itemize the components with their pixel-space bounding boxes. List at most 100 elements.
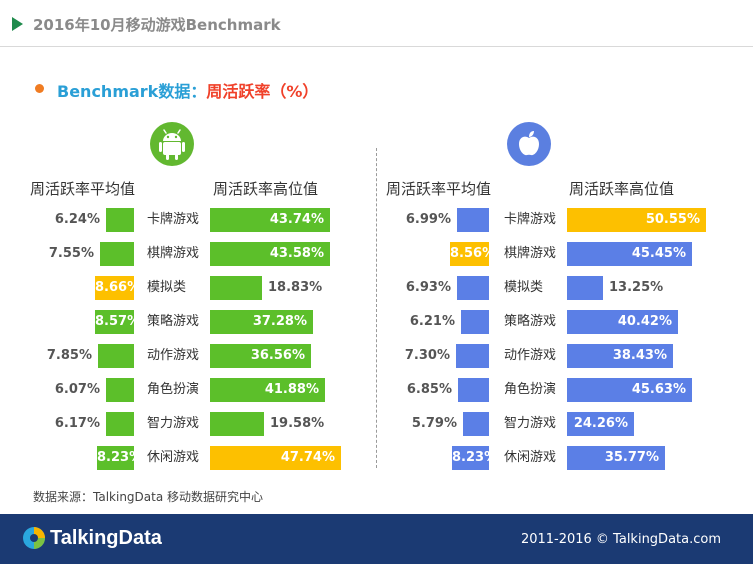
ios-avg-label: 6.99% [405, 212, 451, 227]
ios-avg-label: 5.79% [411, 416, 457, 431]
ios-high-label: 13.25% [609, 280, 664, 295]
android-high-label: 36.56% [250, 348, 305, 363]
android-category-label: 卡牌游戏 [147, 212, 200, 227]
platform-divider [376, 148, 377, 468]
android-avg-label: 8.57% [95, 314, 141, 329]
ios-avg-bar [450, 242, 489, 266]
ios-category-label: 动作游戏 [504, 348, 557, 363]
ios-high-label: 45.45% [631, 246, 686, 261]
ios-avg-bar [463, 412, 489, 436]
ios-category-label: 策略游戏 [504, 314, 557, 329]
android-category-label: 策略游戏 [147, 314, 200, 329]
ios-high-label: 35.77% [604, 450, 659, 465]
ios-category-label: 休闲游戏 [504, 450, 557, 465]
android-avg-label: 7.85% [46, 348, 92, 363]
apple-logo-icon [507, 122, 551, 166]
ios-high-label: 24.26% [573, 416, 628, 431]
android-high-bar [210, 344, 311, 368]
android-high-label: 18.83% [268, 280, 323, 295]
ios-avg-header: 周活跃率平均值 [386, 180, 492, 198]
ios-high-bar [567, 378, 692, 402]
android-avg-bar [106, 412, 134, 436]
ios-high-bar [567, 310, 678, 334]
ios-high-label: 38.43% [612, 348, 667, 363]
android-avg-bar [106, 378, 134, 402]
android-category-label: 智力游戏 [147, 416, 200, 431]
ios-avg-bar [457, 208, 489, 232]
ios-avg-bar [458, 378, 489, 402]
android-avg-label: 6.17% [54, 416, 100, 431]
android-high-label: 41.88% [264, 382, 319, 397]
android-high-bar [210, 412, 264, 436]
android-avg-bar [95, 310, 134, 334]
ios-category-label: 智力游戏 [504, 416, 557, 431]
android-category-label: 休闲游戏 [147, 450, 200, 465]
subtitle-part2: 周活跃率（%） [206, 82, 319, 101]
ios-avg-label: 8.23% [452, 450, 498, 465]
ios-high-bar [567, 208, 706, 232]
android-high-header: 周活跃率高位值 [213, 180, 319, 198]
ios-high-bar [567, 412, 634, 436]
android-category-label: 动作游戏 [147, 348, 200, 363]
android-high-bar [210, 310, 313, 334]
footer-brand: TalkingData [50, 527, 162, 549]
android-high-label: 37.28% [252, 314, 307, 329]
android-high-bar [210, 242, 330, 266]
footer: TalkingData 2011-2016 © TalkingData.com [0, 514, 753, 564]
bullet-dot-icon [35, 84, 44, 93]
ios-avg-label: 6.93% [405, 280, 451, 295]
android-avg-label: 7.55% [48, 246, 94, 261]
android-avg-label: 6.07% [54, 382, 100, 397]
android-category-label: 模拟类 [147, 280, 187, 295]
ios-avg-label: 8.56% [450, 246, 496, 261]
android-high-bar [210, 208, 330, 232]
ios-high-bar [567, 242, 692, 266]
android-avg-bar [95, 276, 134, 300]
ios-high-header: 周活跃率高位值 [569, 180, 675, 198]
android-high-label: 43.58% [269, 246, 324, 261]
header-rule [0, 46, 753, 47]
subtitle-part1: Benchmark数据： [57, 82, 207, 101]
android-high-bar [210, 446, 341, 470]
ios-avg-bar [457, 276, 489, 300]
android-avg-bar [100, 242, 134, 266]
ios-high-bar [567, 446, 665, 470]
ios-category-label: 模拟类 [504, 280, 544, 295]
android-high-label: 47.74% [280, 450, 335, 465]
ios-high-label: 45.63% [631, 382, 686, 397]
ios-category-label: 角色扮演 [504, 382, 557, 397]
ios-category-label: 棋牌游戏 [504, 246, 557, 261]
ios-avg-bar [452, 446, 489, 470]
ios-high-bar [567, 344, 673, 368]
play-triangle-icon [12, 17, 23, 31]
chart-subtitle: Benchmark数据：周活跃率（%） [57, 78, 318, 102]
talkingdata-logo-icon [23, 527, 45, 549]
android-high-label: 19.58% [270, 416, 325, 431]
ios-high-label: 40.42% [617, 314, 672, 329]
android-category-label: 棋牌游戏 [147, 246, 200, 261]
android-high-bar [210, 276, 262, 300]
header: 2016年10月移动游戏Benchmark [0, 0, 753, 52]
android-logo-icon [150, 122, 194, 166]
android-avg-bar [97, 446, 134, 470]
ios-category-label: 卡牌游戏 [504, 212, 557, 227]
ios-high-bar [567, 276, 603, 300]
android-avg-label: 6.24% [54, 212, 100, 227]
ios-avg-label: 6.85% [406, 382, 452, 397]
android-high-label: 43.74% [269, 212, 324, 227]
ios-avg-label: 6.21% [409, 314, 455, 329]
data-source: 数据来源：TalkingData 移动数据研究中心 [33, 490, 264, 504]
ios-avg-bar [461, 310, 489, 334]
android-avg-bar [106, 208, 134, 232]
footer-copyright: 2011-2016 © TalkingData.com [520, 532, 721, 547]
ios-avg-bar [456, 344, 489, 368]
android-category-label: 角色扮演 [147, 382, 200, 397]
ios-high-label: 50.55% [645, 212, 700, 227]
page-title: 2016年10月移动游戏Benchmark [33, 16, 281, 34]
ios-avg-label: 7.30% [404, 348, 450, 363]
android-avg-label: 8.66% [95, 280, 141, 295]
android-high-bar [210, 378, 325, 402]
android-avg-header: 周活跃率平均值 [30, 180, 136, 198]
android-avg-label: 8.23% [97, 450, 143, 465]
android-avg-bar [98, 344, 134, 368]
